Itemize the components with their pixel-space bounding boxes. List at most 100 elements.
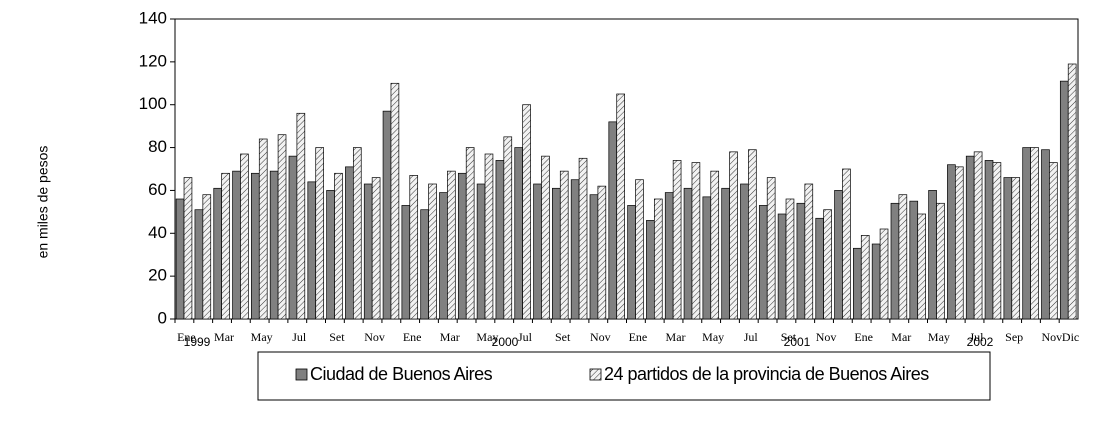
bar bbox=[909, 200, 919, 320]
bar bbox=[251, 172, 260, 320]
bar bbox=[221, 172, 230, 320]
bar bbox=[616, 93, 625, 320]
bar bbox=[352, 147, 362, 320]
bar bbox=[653, 198, 663, 320]
bar bbox=[1041, 149, 1050, 320]
bar bbox=[296, 112, 306, 320]
bar bbox=[420, 209, 429, 320]
bar bbox=[514, 147, 524, 320]
bar bbox=[691, 162, 701, 320]
bar bbox=[597, 185, 607, 320]
bar bbox=[710, 170, 720, 320]
bar bbox=[213, 187, 223, 320]
bar bbox=[917, 213, 926, 320]
bar bbox=[785, 198, 795, 320]
bar bbox=[777, 213, 787, 320]
x-tick-label: Mar bbox=[440, 330, 460, 344]
x-tick-label: Nov bbox=[1041, 330, 1062, 344]
x-tick-label: May bbox=[251, 330, 273, 344]
bar bbox=[465, 147, 475, 320]
bar bbox=[552, 187, 561, 320]
bar bbox=[729, 151, 738, 320]
year-label: 2001 bbox=[784, 335, 811, 349]
bar bbox=[815, 217, 825, 320]
bar bbox=[664, 192, 674, 320]
legend-label: 24 partidos de la provincia de Buenos Ai… bbox=[604, 364, 929, 384]
bar bbox=[973, 151, 983, 320]
y-tick-label: 20 bbox=[148, 266, 167, 285]
y-tick-label: 100 bbox=[139, 94, 167, 113]
x-tick-label: Jul bbox=[744, 330, 759, 344]
bar bbox=[269, 170, 279, 320]
bar bbox=[1049, 162, 1058, 320]
bar bbox=[1059, 80, 1069, 320]
bar bbox=[541, 155, 550, 320]
bar bbox=[240, 153, 249, 320]
x-tick-label: May bbox=[928, 330, 950, 344]
x-tick-label: Nov bbox=[364, 330, 385, 344]
bar bbox=[860, 235, 870, 320]
bar bbox=[740, 183, 749, 320]
x-tick-label: Nov bbox=[590, 330, 611, 344]
bar bbox=[702, 196, 712, 320]
bar bbox=[589, 194, 599, 320]
bar bbox=[627, 205, 636, 320]
legend-box bbox=[257, 351, 991, 401]
x-tick-label: Jul bbox=[292, 330, 307, 344]
bar bbox=[307, 181, 317, 320]
y-tick-label: 120 bbox=[139, 51, 167, 70]
bar bbox=[823, 209, 832, 320]
bar bbox=[522, 104, 531, 320]
bar bbox=[334, 172, 343, 320]
bar bbox=[390, 82, 400, 320]
bar bbox=[202, 194, 212, 320]
y-tick-label: 0 bbox=[158, 308, 167, 327]
bar bbox=[457, 172, 467, 320]
x-tick-label: Mar bbox=[214, 330, 234, 344]
x-tick-label: Jul bbox=[970, 330, 985, 344]
bar bbox=[578, 157, 588, 320]
bar bbox=[495, 160, 505, 320]
bar bbox=[1022, 147, 1031, 320]
bar bbox=[947, 164, 956, 320]
bar bbox=[559, 170, 569, 320]
bar bbox=[194, 209, 204, 320]
bar bbox=[1003, 177, 1013, 320]
bar bbox=[683, 187, 693, 320]
y-axis-label: en miles de pesos bbox=[35, 146, 51, 259]
legend-swatch bbox=[589, 368, 602, 381]
bar bbox=[288, 155, 298, 320]
bar bbox=[258, 138, 268, 320]
bar bbox=[175, 198, 185, 320]
bar bbox=[503, 136, 513, 320]
bar bbox=[409, 175, 419, 320]
bar bbox=[363, 183, 373, 320]
bar bbox=[992, 162, 1002, 320]
x-tick-label: Nov bbox=[816, 330, 837, 344]
bar bbox=[428, 183, 437, 320]
y-tick-label: 140 bbox=[139, 8, 167, 27]
legend-label: Ciudad de Buenos Aires bbox=[310, 364, 493, 384]
bar bbox=[984, 160, 994, 320]
x-tick-label: Ene bbox=[177, 330, 196, 344]
x-tick-label: Ene bbox=[854, 330, 873, 344]
bar bbox=[928, 190, 937, 320]
bar bbox=[898, 194, 908, 320]
bar bbox=[842, 168, 851, 320]
bar bbox=[635, 179, 644, 320]
x-tick-label: Jul bbox=[518, 330, 533, 344]
x-tick-label: Set bbox=[781, 330, 797, 344]
x-tick-label: May bbox=[702, 330, 724, 344]
bar bbox=[646, 220, 655, 320]
bar bbox=[890, 202, 900, 320]
bar bbox=[796, 202, 806, 320]
bar bbox=[871, 243, 881, 320]
y-tick-label: 60 bbox=[148, 180, 167, 199]
bar bbox=[1011, 177, 1021, 320]
bar bbox=[371, 177, 381, 320]
x-tick-label: May bbox=[476, 330, 498, 344]
bar bbox=[748, 149, 757, 320]
bar bbox=[608, 121, 618, 320]
bar bbox=[721, 187, 730, 320]
legend-swatch bbox=[295, 368, 308, 381]
